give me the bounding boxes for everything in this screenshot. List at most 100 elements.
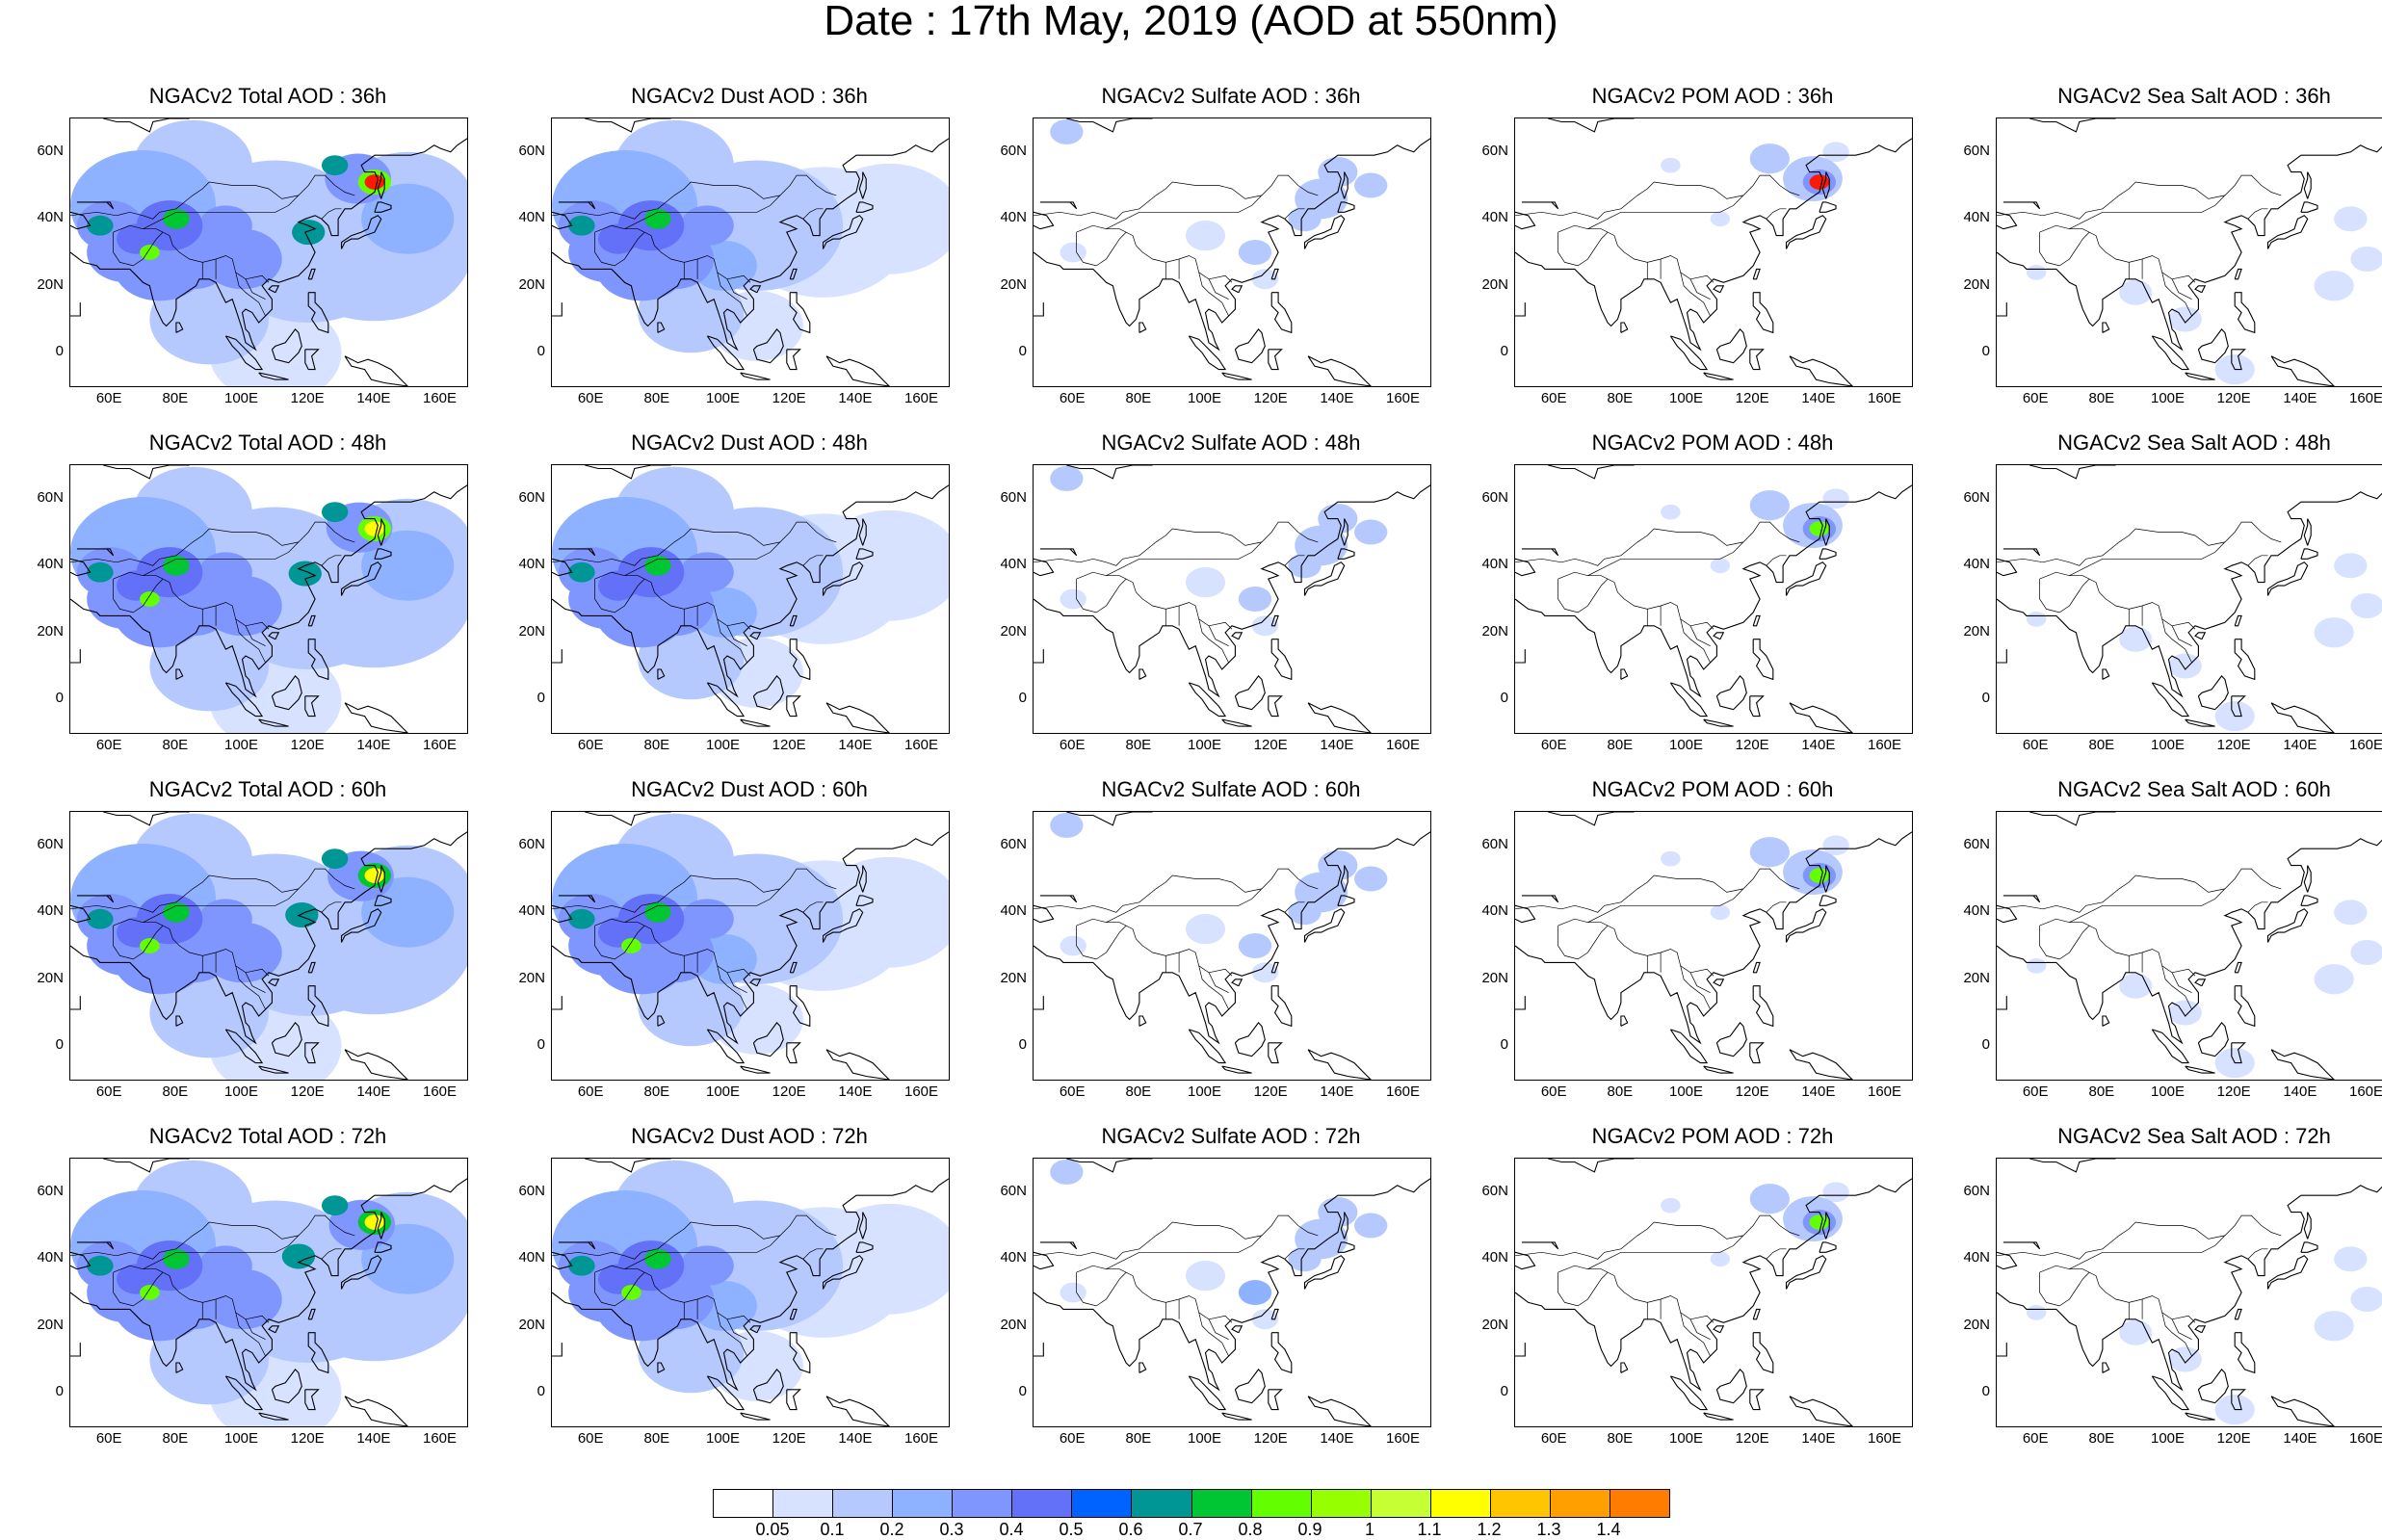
country-border	[1557, 571, 1715, 630]
y-tick-label: 60N	[518, 488, 545, 506]
aod-field-patch	[1288, 553, 1322, 579]
x-tick-label: 120E	[1735, 390, 1769, 406]
coastline	[1821, 518, 1830, 546]
coastline	[1268, 1042, 1283, 1064]
map-svg	[1515, 118, 1912, 386]
coastline	[1548, 1159, 1635, 1173]
country-border	[1034, 1214, 1319, 1260]
country-border	[1515, 868, 1800, 913]
colorbar-swatch	[893, 1490, 954, 1517]
aod-field-patch	[1354, 172, 1388, 198]
x-tick-label: 100E	[706, 1083, 741, 1100]
country-border	[594, 578, 645, 613]
coastline	[786, 1042, 801, 1064]
panel-title: NGACv2 Sea Salt AOD : 72h	[2057, 1124, 2331, 1148]
colorbar-swatch	[833, 1490, 894, 1517]
coastline	[175, 322, 184, 333]
x-tick-label: 160E	[423, 737, 458, 753]
y-tick-label: 0	[1981, 343, 1990, 360]
x-tick-label: 100E	[2151, 1430, 2186, 1447]
aod-field-patch	[281, 1243, 316, 1269]
coastline	[1034, 302, 1044, 317]
x-tick-label: 140E	[2283, 737, 2317, 753]
coastline	[1819, 895, 1837, 906]
country-border	[802, 1248, 824, 1260]
coastline	[1340, 865, 1348, 893]
y-tick-label: 60N	[1481, 835, 1508, 852]
coastline	[1303, 908, 1346, 943]
map-panel: NGACv2 Sea Salt AOD : 48h 60N 40N 20N 0 60E 80…	[1946, 431, 2382, 753]
aod-field-patch	[361, 530, 455, 601]
x-tick-label: 80E	[1607, 1083, 1634, 1100]
aod-field-patch	[2350, 246, 2382, 272]
panel-title: NGACv2 Sea Salt AOD : 36h	[2057, 84, 2331, 108]
coastline	[2231, 349, 2246, 371]
country-border	[1076, 571, 1233, 630]
aod-field-patch	[1822, 142, 1849, 163]
colorbar-label: 0.8	[1238, 1520, 1263, 1539]
coastline	[1221, 718, 1252, 727]
y-tick-label: 0	[1981, 1036, 1990, 1054]
aod-field-patch	[680, 205, 734, 247]
aod-field-patch	[285, 901, 319, 928]
country-border	[2171, 972, 2192, 994]
aod-field-patch	[1809, 521, 1830, 536]
x-tick-label: 100E	[1669, 390, 1704, 406]
coastline	[304, 1042, 320, 1064]
coastline	[552, 996, 563, 1010]
aod-field-patch	[292, 220, 326, 246]
x-tick-label: 100E	[2151, 390, 2186, 406]
coastline	[258, 1412, 289, 1421]
y-tick-label: 60N	[1963, 142, 1990, 159]
country-border	[1034, 174, 1319, 220]
coastline	[2303, 518, 2312, 546]
country-border	[1076, 925, 1127, 960]
coastline	[825, 702, 890, 733]
aod-field-patch	[644, 901, 671, 923]
coastline	[1752, 268, 1761, 280]
coastline	[2270, 355, 2335, 386]
y-tick-label: 20N	[37, 969, 64, 986]
aod-field-patch	[1185, 913, 1226, 945]
coastline	[1034, 904, 1055, 924]
x-tick-label: 100E	[1188, 737, 1222, 753]
coastline	[1997, 904, 2018, 924]
country-border	[717, 618, 747, 664]
x-tick-label: 160E	[1386, 390, 1421, 406]
coastline	[752, 675, 784, 711]
map-plot-area	[1033, 1158, 1431, 1427]
y-tick-label: 0	[1018, 1383, 1027, 1400]
aod-field-patch	[1060, 588, 1086, 610]
coastline	[1703, 372, 1734, 380]
colorbar-swatch	[1610, 1490, 1669, 1517]
x-tick-label: 60E	[1059, 1430, 1086, 1447]
coastline	[1337, 548, 1355, 560]
aod-field-patch	[568, 908, 595, 929]
coastline	[271, 1369, 302, 1404]
coastline	[1789, 1396, 1853, 1426]
aod-field-patch	[2334, 900, 2368, 926]
y-tick-label: 60N	[518, 142, 545, 159]
colorbar-label: 0.4	[999, 1520, 1024, 1539]
y-tick-label: 20N	[518, 969, 545, 986]
y-tick-label: 20N	[37, 1316, 64, 1333]
aod-field-patch	[2334, 553, 2368, 579]
coastline	[2151, 1029, 2190, 1064]
country-border	[1587, 1235, 1744, 1270]
x-tick-label: 80E	[1125, 1430, 1152, 1447]
country-border	[2247, 1248, 2268, 1260]
map-plot-area	[551, 1158, 950, 1427]
coastline	[1669, 335, 1709, 371]
aod-field-patch	[1710, 1251, 1731, 1267]
coastline	[1821, 1212, 1830, 1240]
map-panel: NGACv2 Sea Salt AOD : 72h 60N 40N 20N 0 60E 80…	[1946, 1124, 2382, 1447]
x-tick-label: 160E	[1868, 390, 1902, 406]
x-tick-label: 100E	[706, 737, 741, 753]
y-tick-label: 20N	[518, 275, 545, 293]
map-svg	[1997, 1159, 2382, 1426]
coastline	[789, 292, 811, 334]
country-border	[1198, 965, 1229, 1010]
coastline	[1270, 961, 1279, 974]
coastline	[2197, 1369, 2229, 1404]
map-plot-area	[1514, 1158, 1913, 1427]
